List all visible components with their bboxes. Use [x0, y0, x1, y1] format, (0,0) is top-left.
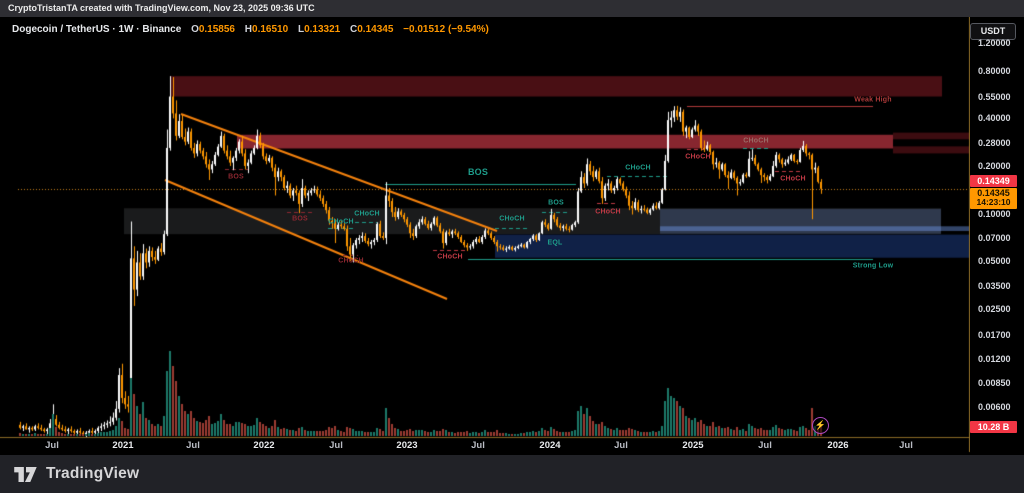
high-label: H: [244, 24, 253, 35]
price-tick: 0.80000: [978, 65, 1011, 76]
tradingview-logo-icon[interactable]: [14, 466, 38, 482]
price-tick: 0.20000: [978, 160, 1011, 171]
last-price-badge: 0.14349: [970, 174, 1017, 187]
close-label: C: [350, 24, 358, 35]
symbol-header: Dogecoin / TetherUS · 1W · Binance O0.15…: [12, 24, 489, 35]
attribution-bar: CryptoTristanTA created with TradingView…: [0, 0, 1024, 17]
high-value: 0.16510: [252, 24, 289, 35]
countdown-price: 0.14345: [977, 187, 1010, 198]
price-tick: 0.03500: [978, 280, 1011, 291]
time-tick: Jul: [471, 440, 485, 451]
close-value: 0.14345: [357, 24, 394, 35]
time-tick: 2022: [253, 440, 275, 451]
open-label: O: [191, 24, 199, 35]
open-value: 0.15856: [198, 24, 235, 35]
price-tick: 0.00600: [978, 401, 1011, 412]
price-tick: 0.55000: [978, 91, 1011, 102]
countdown-price-badge: 0.14345 14:23:10: [970, 187, 1017, 209]
currency-toggle-button[interactable]: USDT: [970, 23, 1016, 40]
price-tick: 0.07000: [978, 232, 1011, 243]
low-label: L: [297, 24, 305, 35]
price-tick: 0.10000: [978, 208, 1011, 219]
price-tick: 0.28000: [978, 137, 1011, 148]
footer-bar: TradingView: [0, 455, 1024, 493]
time-tick: 2026: [827, 440, 849, 451]
time-tick: Jul: [186, 440, 200, 451]
time-tick: Jul: [899, 440, 913, 451]
price-tick: 0.40000: [978, 113, 1011, 124]
time-tick: 2024: [539, 440, 561, 451]
price-tick: 0.01200: [978, 353, 1011, 364]
price-tick: 0.05000: [978, 256, 1011, 267]
time-tick: Jul: [329, 440, 343, 451]
price-axis[interactable]: USDT 0.14349 0.14345 14:23:10 10.28 B 1.…: [970, 17, 1024, 453]
price-tick: 0.01700: [978, 330, 1011, 341]
time-tick: Jul: [45, 440, 59, 451]
price-tick: 1.20000: [978, 37, 1011, 48]
bar-countdown-timer: 14:23:10: [976, 197, 1011, 208]
price-tick: 0.00850: [978, 377, 1011, 388]
flash-emoji-marker[interactable]: ⚡: [812, 417, 829, 434]
time-axis[interactable]: Jul 2021 Jul 2022 Jul 2023 Jul 2024 Jul 2025 Jul 20…: [0, 438, 1024, 453]
time-tick: Jul: [758, 440, 772, 451]
time-tick: 2023: [396, 440, 418, 451]
volume-badge: 10.28 B: [970, 421, 1017, 433]
change-value: −0.01512 (−9.54%): [403, 24, 489, 35]
time-tick: 2025: [682, 440, 704, 451]
time-tick: Jul: [614, 440, 628, 451]
attribution-text: CryptoTristanTA created with TradingView…: [8, 3, 315, 13]
tradingview-brand-text[interactable]: TradingView: [46, 465, 140, 482]
price-tick: 0.02500: [978, 303, 1011, 314]
time-tick: 2021: [112, 440, 134, 451]
symbol-title[interactable]: Dogecoin / TetherUS · 1W · Binance: [12, 24, 182, 35]
low-value: 0.13321: [304, 24, 341, 35]
